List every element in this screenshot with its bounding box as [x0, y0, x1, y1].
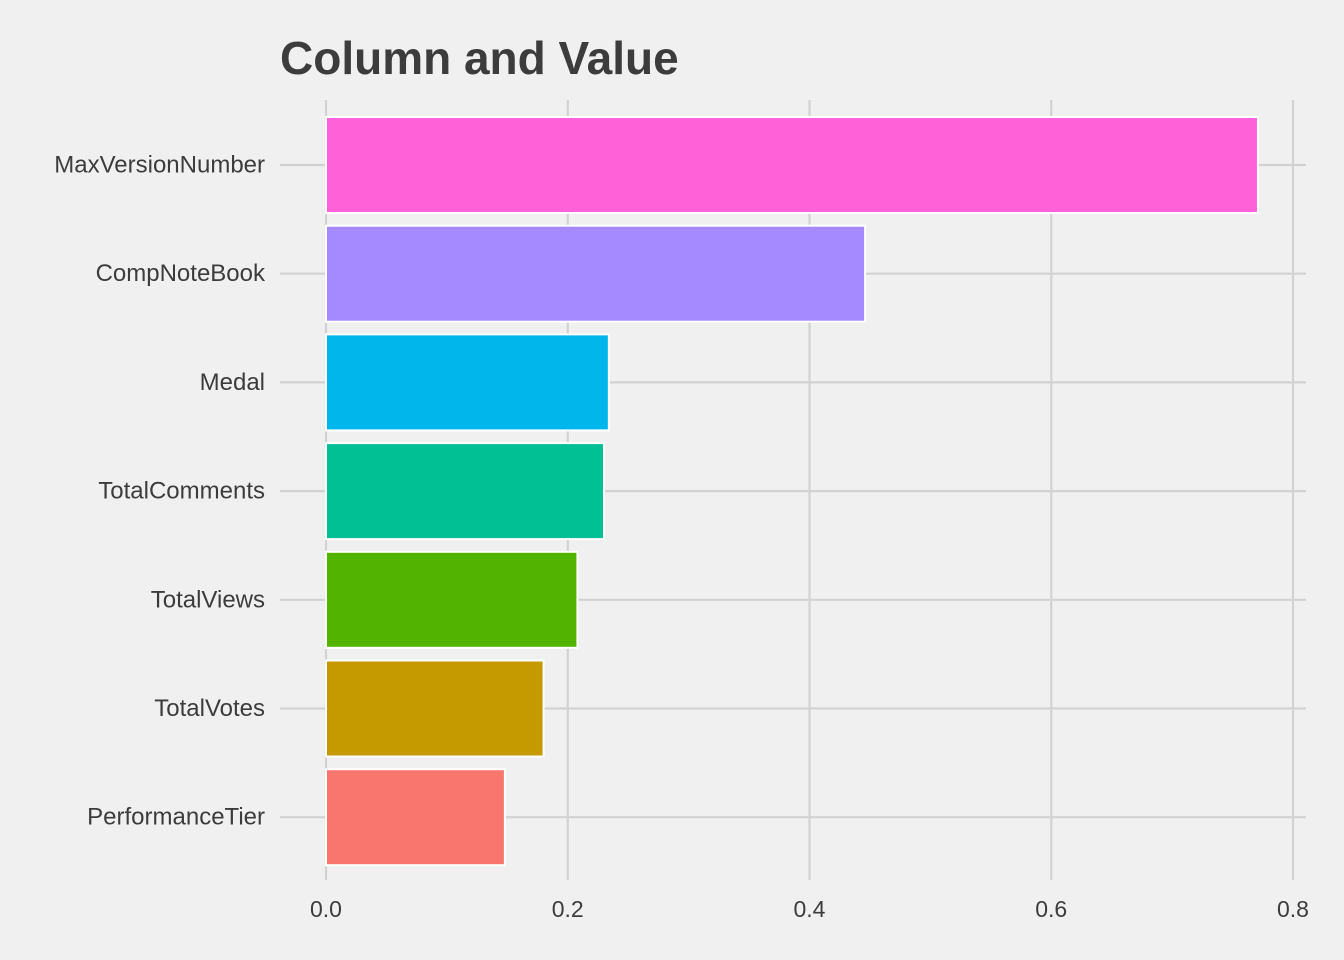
bar-maxversionnumber — [325, 116, 1259, 214]
x-tick-label: 0.2 — [552, 896, 584, 922]
y-tick-label: TotalComments — [98, 478, 265, 505]
x-axis-labels: 0.0 0.2 0.4 0.6 0.8 — [310, 896, 1309, 922]
bar-compnotebook — [325, 224, 867, 323]
y-axis-labels: MaxVersionNumber CompNoteBook Medal TotalCo… — [54, 152, 266, 831]
bar-totalvotes — [325, 659, 545, 758]
x-tick-label: 0.4 — [794, 896, 826, 922]
y-tick-label: TotalViews — [151, 586, 265, 613]
x-tick-label: 0.8 — [1277, 896, 1309, 922]
bar-medal — [325, 333, 610, 432]
y-tick-label: TotalVotes — [154, 695, 265, 722]
y-tick-label: MaxVersionNumber — [54, 152, 265, 179]
bar-layer — [325, 116, 1259, 867]
bar-totalviews — [325, 550, 579, 649]
bar-performancetier — [325, 768, 506, 867]
y-tick-label: PerformanceTier — [87, 804, 265, 831]
bar-totalcomments — [325, 442, 606, 541]
y-tick-label: Medal — [200, 369, 265, 396]
y-tick-label: CompNoteBook — [96, 260, 266, 287]
x-tick-label: 0.0 — [310, 896, 342, 922]
x-tick-label: 0.6 — [1035, 896, 1067, 922]
chart-title: Column and Value — [280, 32, 679, 84]
